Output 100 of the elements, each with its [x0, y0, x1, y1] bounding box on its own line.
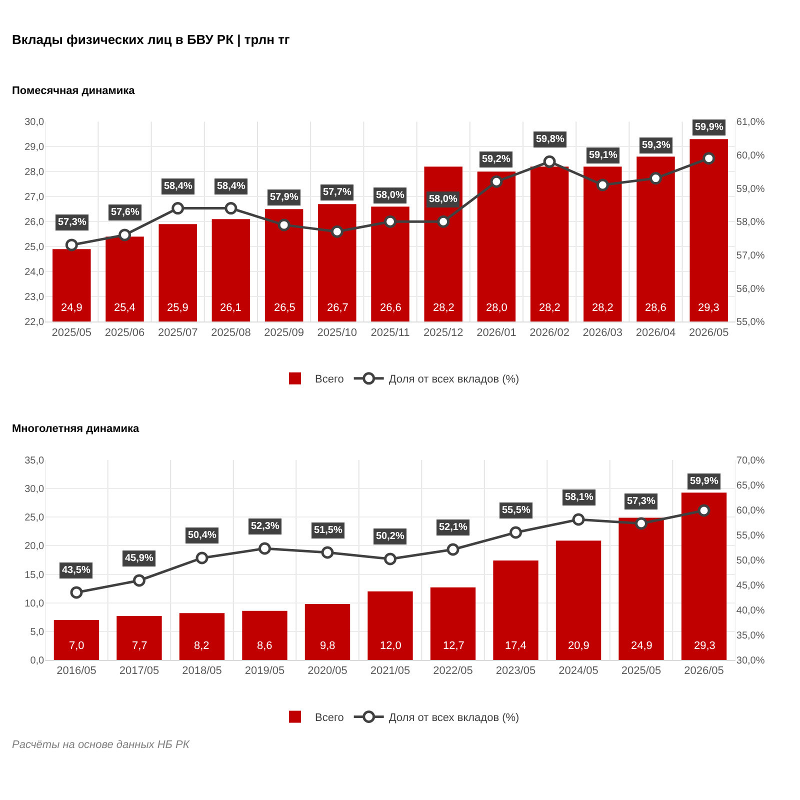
legend-label: Всего	[315, 374, 344, 386]
x-tick-label: 2018/05	[182, 665, 222, 678]
x-tick-label: 2026/05	[688, 326, 729, 339]
data-label: 59,9%	[690, 476, 718, 487]
y-tick-label: 26,0	[24, 217, 45, 228]
x-tick-label: 2025/08	[211, 326, 251, 339]
data-label: 59,2%	[482, 154, 510, 165]
data-label: 57,9%	[270, 192, 298, 203]
bar	[304, 604, 350, 660]
data-label: 57,3%	[627, 496, 656, 507]
x-tick-label: 2026/02	[530, 326, 570, 339]
bar	[54, 620, 100, 660]
data-label: 28,2	[539, 302, 560, 314]
bar	[493, 560, 538, 660]
y-tick-label: 0,0	[30, 655, 45, 666]
y-tick-label: 30,0	[24, 484, 45, 496]
data-label: 59,8%	[536, 134, 564, 145]
point	[65, 238, 78, 252]
point	[543, 155, 556, 168]
data-label: 29,3	[698, 302, 720, 314]
data-label: 52,1%	[439, 522, 468, 533]
data-label: 26,6	[380, 302, 402, 314]
data-label: 7,0	[69, 640, 84, 652]
point	[258, 542, 271, 555]
x-tick-label: 2026/04	[636, 326, 676, 339]
point	[70, 586, 83, 599]
data-label: 17,4	[505, 640, 526, 652]
bar	[556, 540, 602, 660]
x-tick-label: 2025/12	[423, 326, 464, 339]
bar	[618, 518, 664, 660]
x-tick-label: 2017/05	[119, 665, 160, 678]
bar	[681, 492, 727, 660]
data-label: 43,5%	[62, 565, 90, 576]
point	[698, 504, 710, 517]
data-label: 25,4	[114, 302, 136, 314]
data-label: 59,3%	[642, 140, 670, 151]
x-tick-label: 2024/05	[558, 665, 598, 678]
chart-title: Многолетняя динамика	[12, 423, 140, 435]
point	[702, 152, 716, 165]
point	[321, 546, 334, 559]
x-tick-label: 2023/05	[496, 665, 536, 678]
data-label: 57,7%	[323, 187, 352, 198]
data-label: 58,4%	[217, 181, 246, 192]
data-label: 57,3%	[58, 217, 86, 228]
data-label: 7,7	[132, 640, 148, 652]
data-label: 26,5	[274, 302, 296, 314]
legend-label: Доля от всех вкладов (%)	[388, 374, 520, 386]
data-label: 12,0	[380, 640, 402, 652]
point	[384, 215, 396, 228]
x-tick-label: 2025/06	[104, 326, 145, 339]
y2-tick-label: 61,0%	[736, 117, 765, 128]
data-label: 59,9%	[695, 122, 724, 133]
y2-tick-label: 30,0%	[736, 655, 765, 666]
data-label: 24,9	[61, 302, 82, 314]
point	[490, 175, 503, 188]
legend-label: Всего	[315, 712, 344, 724]
y-tick-label: 20,0	[24, 541, 45, 552]
bar	[179, 613, 225, 660]
point	[384, 552, 396, 566]
x-tick-label: 2025/09	[264, 326, 304, 339]
point	[132, 574, 146, 587]
data-label: 28,0	[486, 302, 508, 314]
data-label: 51,5%	[314, 525, 342, 536]
y2-tick-label: 57,0%	[736, 250, 765, 262]
x-tick-label: 2022/05	[433, 665, 473, 678]
data-label: 28,6	[645, 302, 666, 314]
x-tick-label: 2025/05	[621, 665, 662, 678]
y2-tick-label: 56,0%	[736, 284, 765, 295]
data-label: 58,4%	[164, 181, 192, 192]
y-tick-label: 29,0	[24, 142, 45, 154]
legend-label: Доля от всех вкладов (%)	[388, 712, 520, 724]
data-label: 26,1	[220, 302, 242, 314]
data-label: 50,2%	[376, 531, 404, 542]
x-tick-label: 2025/11	[370, 326, 410, 339]
data-label: 57,6%	[111, 207, 140, 218]
x-tick-label: 2026/05	[684, 665, 724, 678]
x-tick-label: 2021/05	[370, 665, 410, 678]
y-tick-label: 10,0	[24, 598, 45, 610]
data-label: 59,1%	[589, 150, 618, 161]
y-tick-label: 25,0	[24, 512, 45, 524]
y-tick-label: 23,0	[24, 292, 45, 304]
bar	[116, 616, 162, 660]
y-tick-label: 15,0	[24, 570, 45, 581]
y2-tick-label: 50,0%	[736, 555, 765, 566]
y-tick-label: 35,0	[24, 456, 45, 467]
y-tick-label: 28,0	[24, 167, 45, 178]
y-tick-label: 24,0	[24, 267, 45, 278]
chart-title: Вклады физических лиц в БВУ РК | трлн тг	[12, 32, 290, 47]
data-label: 24,9	[631, 640, 652, 652]
x-tick-label: 2026/03	[582, 326, 623, 339]
y-tick-label: 22,0	[24, 317, 45, 328]
y-tick-label: 5,0	[30, 626, 45, 638]
data-label: 28,2	[433, 302, 454, 314]
point	[172, 202, 184, 215]
y-tick-label: 25,0	[24, 242, 45, 254]
y2-tick-label: 55,0%	[736, 530, 765, 542]
bar	[242, 610, 288, 660]
data-label: 58,1%	[565, 492, 594, 503]
data-label: 26,7	[327, 302, 348, 314]
y-tick-label: 30,0	[24, 117, 45, 128]
